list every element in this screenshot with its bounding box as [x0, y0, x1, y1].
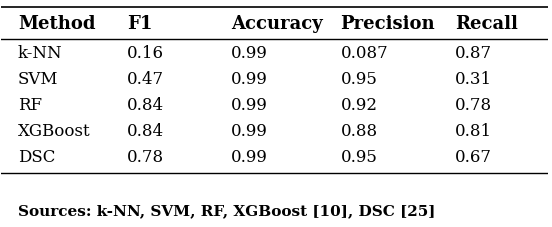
- Text: 0.95: 0.95: [341, 71, 377, 88]
- Text: 0.16: 0.16: [127, 45, 164, 62]
- Text: 0.78: 0.78: [455, 97, 492, 114]
- Text: k-NN: k-NN: [18, 45, 62, 62]
- Text: F1: F1: [127, 15, 152, 33]
- Text: 0.84: 0.84: [127, 123, 164, 140]
- Text: 0.99: 0.99: [231, 148, 268, 165]
- Text: 0.99: 0.99: [231, 123, 268, 140]
- Text: 0.87: 0.87: [455, 45, 492, 62]
- Text: 0.67: 0.67: [455, 148, 492, 165]
- Text: 0.99: 0.99: [231, 71, 268, 88]
- Text: Accuracy: Accuracy: [231, 15, 323, 33]
- Text: 0.99: 0.99: [231, 97, 268, 114]
- Text: Precision: Precision: [341, 15, 435, 33]
- Text: 0.92: 0.92: [341, 97, 378, 114]
- Text: 0.95: 0.95: [341, 148, 377, 165]
- Text: 0.81: 0.81: [455, 123, 492, 140]
- Text: 0.78: 0.78: [127, 148, 164, 165]
- Text: DSC: DSC: [18, 148, 55, 165]
- Text: 0.47: 0.47: [127, 71, 164, 88]
- Text: Method: Method: [18, 15, 95, 33]
- Text: Sources: k-NN, SVM, RF, XGBoost [10], DSC [25]: Sources: k-NN, SVM, RF, XGBoost [10], DS…: [18, 203, 435, 217]
- Text: 0.88: 0.88: [341, 123, 378, 140]
- Text: SVM: SVM: [18, 71, 59, 88]
- Text: 0.99: 0.99: [231, 45, 268, 62]
- Text: 0.087: 0.087: [341, 45, 388, 62]
- Text: Recall: Recall: [455, 15, 518, 33]
- Text: RF: RF: [18, 97, 42, 114]
- Text: 0.84: 0.84: [127, 97, 164, 114]
- Text: 0.31: 0.31: [455, 71, 492, 88]
- Text: XGBoost: XGBoost: [18, 123, 91, 140]
